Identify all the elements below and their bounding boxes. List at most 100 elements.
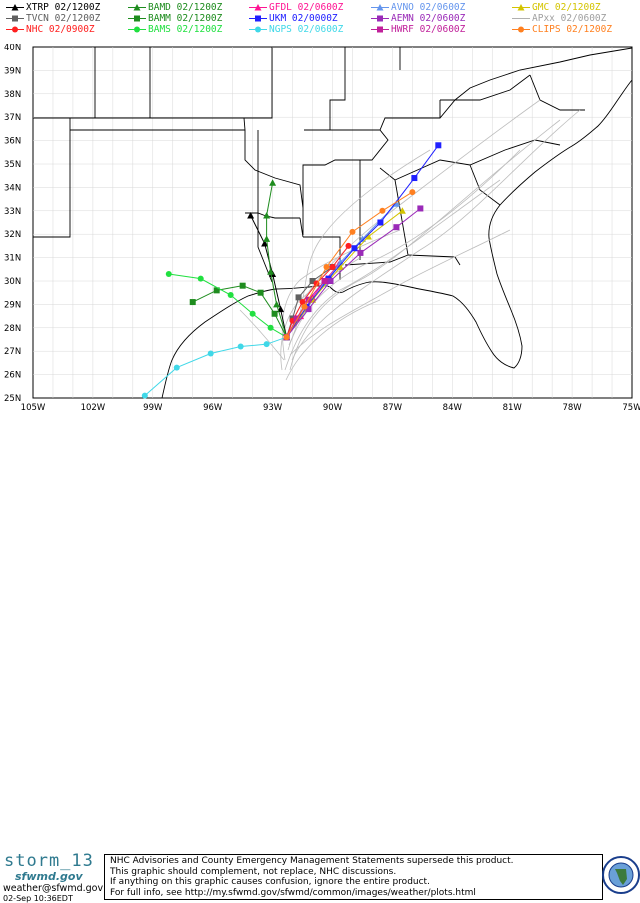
lat-label: 25N (4, 394, 21, 404)
lat-label: 30N (4, 277, 21, 287)
legend-label: NHC 02/0900Z (26, 24, 95, 35)
legend-swatch (512, 4, 530, 11)
timestamp: 02-Sep 10:36EDT (3, 894, 73, 903)
district-seal-icon (602, 856, 640, 894)
legend-swatch (249, 26, 267, 33)
legend-swatch (6, 26, 24, 33)
track-map: 40N 39N 38N 37N 36N 35N 34N 33N 32N 31N 30N 29N 28N 2… (4, 44, 640, 413)
track-point-clips (301, 303, 308, 310)
lat-label: 29N (4, 300, 21, 310)
track-point-bams (267, 324, 274, 331)
legend-label: CLIPS 02/1200Z (532, 24, 613, 35)
track-point-avno (336, 258, 344, 266)
legend-marker (254, 4, 262, 11)
footer: storm_13 sfwmd.gov weather@sfwmd.gov 02-… (0, 424, 640, 903)
track-point-tvcn (309, 278, 316, 284)
legend-label: APxx 02/0600Z (532, 13, 607, 24)
track-point-bamm (239, 282, 246, 289)
lon-label: 99W (143, 403, 163, 413)
legend-marker (518, 26, 524, 33)
legend-marker (255, 26, 261, 33)
legend-marker (377, 26, 383, 33)
legend-swatch (128, 15, 146, 22)
track-line-bams (168, 273, 287, 338)
legend-marker (134, 15, 140, 22)
lat-label: 38N (4, 90, 21, 100)
legend-swatch (128, 4, 146, 11)
lat-label: 36N (4, 137, 21, 147)
legend-marker (12, 15, 18, 22)
track-point-gmc (364, 233, 372, 240)
track-point-aemn (327, 278, 334, 284)
track-point-clips (409, 189, 416, 196)
track-point-nhc (329, 263, 336, 270)
track-point-nhc (299, 299, 306, 306)
legend-label: XTRP 02/1200Z (26, 2, 101, 13)
legend-marker (12, 26, 18, 33)
legend-label: TVCN 02/1200Z (26, 13, 101, 24)
legend-swatch (371, 4, 389, 11)
track-point-bamd (269, 179, 277, 186)
track-point-avno (392, 200, 400, 207)
disclaimer-line: NHC Advisories and County Emergency Mana… (110, 856, 514, 866)
axis-labels: 40N 39N 38N 37N 36N 35N 34N 33N 32N 31N 30N 29N 28N 2… (4, 44, 640, 413)
track-point-bams (165, 270, 172, 277)
legend-marker (134, 26, 140, 33)
lat-lon-grid (33, 47, 632, 398)
legend-label: BAMD 02/1200Z (148, 2, 223, 13)
legend-swatch (6, 15, 24, 22)
track-point-hwrf (321, 278, 328, 284)
track-point-bamd (267, 268, 275, 275)
track-point-ngps (141, 392, 148, 399)
storm-name: storm_13 (4, 851, 94, 871)
track-point-ukm (435, 142, 442, 149)
track-point-bams (227, 292, 234, 299)
legend-label: AEMN 02/0600Z (391, 13, 466, 24)
legend-swatch (371, 26, 389, 33)
legend-marker (11, 4, 19, 11)
disclaimer-line: If anything on this graphic causes confu… (110, 877, 430, 888)
track-point-clips (283, 334, 290, 341)
lat-label: 33N (4, 207, 21, 217)
lon-label: 84W (443, 403, 463, 413)
legend-swatch (512, 26, 530, 33)
track-point-ngps (207, 350, 214, 357)
legend-marker (377, 15, 383, 22)
legend-marker (517, 4, 525, 11)
lat-label: 37N (4, 113, 21, 123)
lon-label: 102W (81, 403, 106, 413)
legend-swatch (249, 4, 267, 11)
lat-label: 26N (4, 371, 21, 381)
lat-label: 35N (4, 160, 21, 170)
track-point-xtrp (247, 211, 255, 219)
track-point-bams (197, 275, 204, 282)
model-tracks (141, 142, 442, 399)
track-point-nhc (345, 242, 352, 249)
track-point-bams (249, 310, 256, 317)
legend-swatch (128, 26, 146, 33)
lat-label: 28N (4, 324, 21, 334)
legend-label: NGPS 02/0600Z (269, 24, 344, 35)
lon-label: 93W (263, 403, 283, 413)
track-point-aemn (357, 249, 364, 256)
legend-marker (133, 4, 141, 11)
track-point-clips (323, 263, 330, 270)
lon-label: 87W (383, 403, 403, 413)
track-point-bamm (213, 287, 220, 294)
track-point-bamd (263, 235, 271, 242)
track-line-clips (286, 191, 413, 338)
site-logo: sfwmd.gov (15, 870, 83, 883)
legend-label: HWRF 02/0600Z (391, 24, 466, 35)
disclaimer-line: For full info, see http://my.sfwmd.gov/s… (110, 887, 476, 898)
disclaimer-box: NHC Advisories and County Emergency Mana… (104, 854, 603, 900)
legend-label: AVNO 02/0600Z (391, 2, 466, 13)
track-point-ngps (263, 341, 270, 348)
track-point-tvcn (295, 294, 302, 301)
track-point-bamd (273, 300, 281, 308)
track-point-aemn (393, 224, 400, 231)
lon-label: 78W (562, 403, 582, 413)
disclaimer-line: This graphic should complement, not repl… (110, 866, 397, 877)
lat-label: 31N (4, 254, 21, 264)
track-point-clips (379, 207, 386, 214)
track-point-aemn (305, 306, 312, 313)
